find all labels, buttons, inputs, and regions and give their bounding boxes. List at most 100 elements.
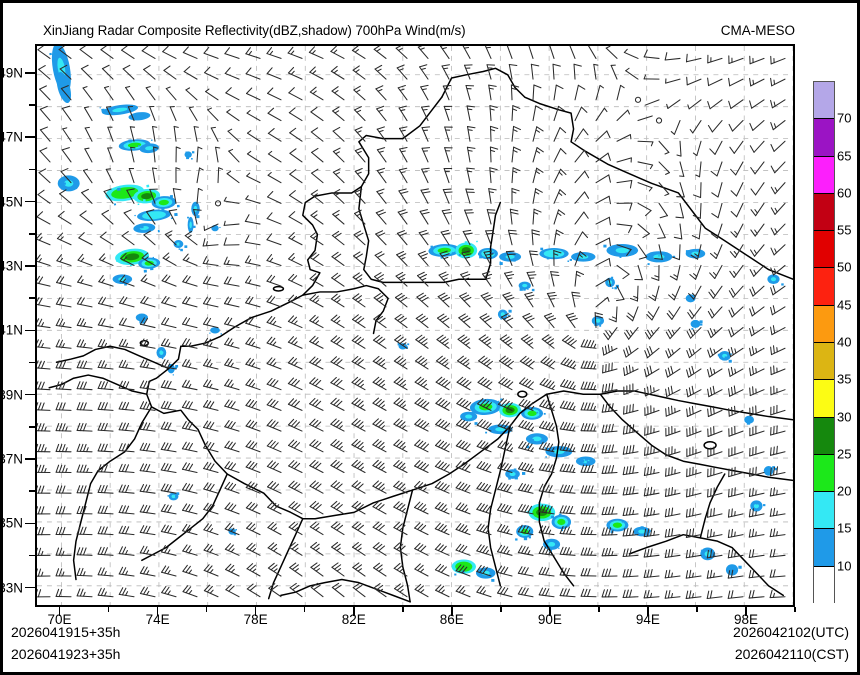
wind-barb [332,189,345,204]
wind-barb [374,251,387,266]
wind-barb [224,461,240,474]
x-axis-label-94e: 94E [635,612,660,627]
wind-barb [62,127,72,142]
colorbar-band-55-60 [814,193,834,232]
x-axis-tick [156,607,159,616]
wind-barb [244,214,261,225]
wind-barb [163,65,177,80]
wind-barb [37,402,51,411]
wind-barb [622,548,639,557]
wind-barb [532,126,544,142]
wind-barb [711,182,723,198]
wind-barb [538,462,555,474]
wind-barb [203,482,219,494]
wind-barb [202,358,219,370]
wind-barb [748,508,765,518]
wind-barb [288,460,303,474]
wind-barb [224,378,240,391]
wind-barb [175,167,181,184]
wind-barb [528,46,534,59]
wind-barb [223,256,240,266]
wind-barb [643,527,660,538]
wind-barb [330,418,345,432]
wind-barb [97,443,114,453]
wind-barb [118,546,135,556]
wind-barb [266,315,282,329]
wind-barb [730,202,744,218]
wind-barb [376,147,387,163]
wind-barb [538,525,555,536]
wind-barb [489,167,498,184]
wind-barb [770,285,786,296]
wind-barb [146,209,156,225]
wind-barb [497,398,513,411]
wind-barb [685,549,702,559]
y-axis-label-37n: 37N [0,451,23,467]
wind-barb [414,376,429,391]
wind-barb [353,209,366,225]
wind-barb [616,285,625,302]
wind-barb [160,545,177,556]
wind-barb [143,230,156,246]
wind-barb [434,481,450,494]
wind-barb [224,399,240,411]
wind-barb [594,312,604,329]
wind-barb [749,77,765,87]
wind-barb [707,426,723,438]
wind-barb [37,232,51,246]
wind-barb [393,501,408,515]
wind-barb [118,525,135,536]
wind-barb [76,402,93,411]
map-plot-area[interactable] [35,44,795,607]
wind-barb [420,188,431,204]
wind-barb [97,339,114,349]
wind-barb [440,229,451,246]
wind-barb [55,381,72,391]
wind-barb [601,506,618,516]
wind-barb [223,237,240,246]
wind-barb [140,295,156,308]
wind-barb [728,405,744,417]
x-axis-label-78e: 78E [243,612,268,627]
wind-barb [60,168,72,184]
wind-barb [770,345,786,356]
wind-barb [532,188,543,204]
wind-barb [595,237,611,247]
wind-barb [644,327,660,340]
wind-barb [97,464,114,474]
wind-barb [99,231,114,246]
wind-barb [332,147,345,163]
wind-barb [57,210,72,225]
wind-barb [83,106,93,122]
wind-barb [139,317,156,329]
wind-barb [288,253,303,266]
wind-barb [351,314,366,329]
wind-barb [267,87,282,101]
wind-barb [728,487,744,498]
wind-barb [375,209,387,225]
wind-barb [770,55,786,65]
wind-barb [770,404,786,416]
wind-barb [478,334,492,349]
wind-barb [574,191,590,204]
wind-barb [101,209,114,225]
wind-barb [352,582,366,598]
wind-barb [182,46,198,59]
wind-barb [394,334,408,349]
wind-barb [689,264,702,280]
wind-barb [161,565,177,577]
wind-barb [434,439,450,453]
wind-barb [643,507,660,517]
wind-barb [749,425,765,437]
wind-barb [37,423,51,432]
wind-barb [560,379,576,391]
x-axis-label-98e: 98E [733,612,758,627]
wind-barb [79,46,93,59]
wind-barb [309,273,324,287]
wind-barb [748,528,765,538]
colorbar[interactable] [813,81,835,604]
wind-barb [287,336,303,349]
y-axis-tick [25,458,35,460]
wind-barb [580,547,597,556]
wind-barb [353,251,366,266]
